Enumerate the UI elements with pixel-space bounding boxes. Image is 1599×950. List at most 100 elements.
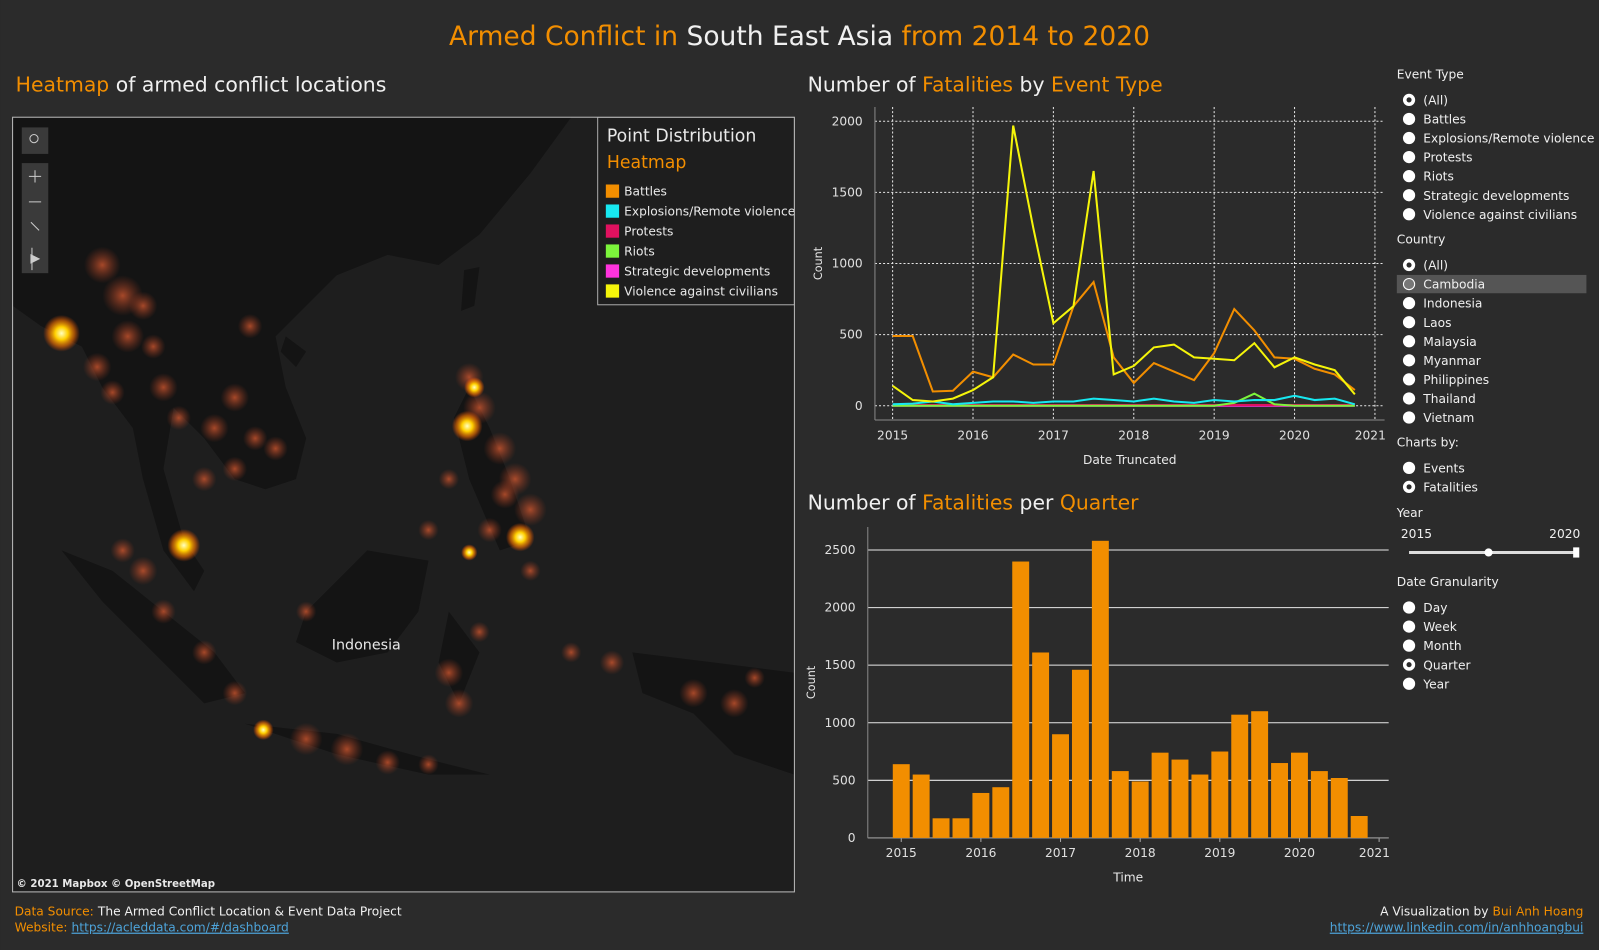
radio-label[interactable]: Thailand [1422, 392, 1475, 406]
radio-button[interactable] [1402, 639, 1416, 652]
bar[interactable] [932, 818, 950, 838]
heat-spot [375, 750, 400, 775]
radio-button[interactable] [1402, 461, 1416, 474]
radio-button[interactable] [1402, 112, 1416, 126]
bar[interactable] [1151, 752, 1169, 838]
bar[interactable] [952, 818, 970, 838]
radio-button[interactable] [1402, 189, 1416, 202]
bar[interactable] [1271, 763, 1289, 838]
radio-label[interactable]: (All) [1423, 93, 1448, 107]
heat-spot [100, 380, 125, 405]
bar[interactable] [1111, 771, 1129, 838]
radio-button[interactable] [1402, 677, 1416, 690]
radio-label[interactable]: Month [1423, 639, 1461, 653]
bar[interactable] [1291, 752, 1308, 838]
radio-label[interactable]: Year [1422, 677, 1450, 691]
footer-link[interactable]: https://www.linkedin.com/in/anhhoangbui [1330, 921, 1584, 935]
footer-source: Data Source: The Armed Conflict Location … [15, 904, 402, 918]
bar[interactable] [1231, 714, 1249, 838]
radio-label[interactable]: Malaysia [1423, 335, 1476, 349]
radio-button[interactable] [1402, 335, 1416, 348]
radio-label[interactable]: (All) [1423, 259, 1448, 273]
radio-label[interactable]: Violence against civilians [1423, 208, 1577, 222]
legend-title: Point Distribution [607, 127, 757, 147]
radio-label[interactable]: Indonesia [1423, 297, 1482, 311]
radio-button[interactable] [1402, 208, 1416, 221]
y-tick-label: 500 [839, 328, 862, 342]
x-tick-label: 2018 [1118, 428, 1149, 442]
radio-label[interactable]: Vietnam [1423, 411, 1474, 425]
bar[interactable] [1032, 652, 1050, 838]
radio-button[interactable] [1402, 150, 1416, 164]
radio-button[interactable] [1402, 601, 1416, 614]
y-tick-label: 2000 [832, 114, 863, 128]
y-tick-label: 500 [832, 773, 855, 787]
bar[interactable] [1310, 771, 1328, 838]
radio-button[interactable] [1402, 411, 1416, 424]
radio-label[interactable]: Week [1423, 620, 1457, 634]
radio-button[interactable] [1402, 277, 1416, 291]
radio-label[interactable]: Day [1423, 601, 1447, 615]
radio-label[interactable]: Quarter [1423, 658, 1471, 672]
map-label: Indonesia [332, 637, 401, 653]
map-tool-icons[interactable] [28, 170, 42, 271]
search-button[interactable] [21, 127, 49, 154]
radio-button[interactable] [1402, 354, 1416, 367]
footer-website: Website: https://acleddata.com/#/dashboar… [15, 921, 289, 935]
bar[interactable] [892, 764, 910, 838]
bar[interactable] [1091, 540, 1109, 838]
radio-label[interactable]: Myanmar [1423, 354, 1481, 368]
radio-button[interactable] [1402, 392, 1416, 405]
y-axis-title: Count [805, 665, 818, 699]
bar[interactable] [972, 792, 990, 838]
map[interactable]: Indonesia © 2021 Mapbox © OpenStreetMap … [12, 117, 796, 892]
bar[interactable] [1191, 774, 1209, 838]
radio-button[interactable] [1402, 316, 1416, 329]
heat-spot [220, 383, 250, 412]
bar[interactable] [1330, 778, 1348, 838]
heat-spot [149, 373, 178, 402]
filter-highlight [1396, 274, 1587, 294]
radio-button[interactable] [1402, 297, 1416, 310]
radio-label[interactable]: Explosions/Remote violence [1423, 132, 1594, 146]
radio-label[interactable]: Strategic developments [1423, 189, 1569, 203]
heat-hotspot [461, 544, 478, 561]
bar[interactable] [1251, 711, 1269, 838]
bar[interactable] [1350, 815, 1368, 838]
heat-spot [679, 678, 708, 708]
radio-button[interactable] [1402, 620, 1416, 633]
bar[interactable] [1211, 751, 1229, 838]
series-line [892, 392, 1355, 407]
slider-handle[interactable] [1573, 547, 1580, 558]
radio-label[interactable]: Philippines [1423, 373, 1489, 387]
radio-button[interactable] [1402, 131, 1416, 145]
bar[interactable] [992, 787, 1010, 838]
bar[interactable] [1071, 669, 1089, 838]
bar[interactable] [1171, 759, 1189, 838]
heat-spot [141, 334, 166, 359]
x-axis-title: Date Truncated [1083, 453, 1177, 467]
legend-label: Explosions/Remote violence [624, 205, 795, 219]
heat-spot [477, 517, 502, 543]
radio-label[interactable]: Protests [1423, 151, 1472, 165]
radio-label[interactable]: Events [1423, 461, 1464, 475]
bar[interactable] [1131, 781, 1149, 838]
footer-link[interactable]: https://acleddata.com/#/dashboard [72, 921, 289, 935]
x-tick-label: 2017 [1038, 428, 1069, 442]
radio-button[interactable] [1402, 170, 1416, 183]
radio-label[interactable]: Cambodia [1423, 278, 1485, 292]
bar[interactable] [1052, 734, 1069, 838]
radio-label[interactable]: Laos [1423, 316, 1451, 330]
slider-handle[interactable] [1484, 548, 1493, 557]
radio-label[interactable]: Riots [1423, 170, 1454, 184]
radio-button[interactable] [1402, 373, 1416, 386]
radio-label[interactable]: Fatalities [1423, 481, 1478, 495]
bar[interactable] [912, 774, 930, 838]
bar[interactable] [1012, 561, 1030, 838]
heat-spot [289, 722, 323, 756]
heat-hotspot [451, 410, 483, 442]
radio-label[interactable]: Battles [1423, 113, 1466, 127]
heat-spot [434, 658, 464, 688]
map-title: Heatmap of armed conflict locations [16, 73, 387, 97]
legend-swatch [605, 284, 620, 298]
